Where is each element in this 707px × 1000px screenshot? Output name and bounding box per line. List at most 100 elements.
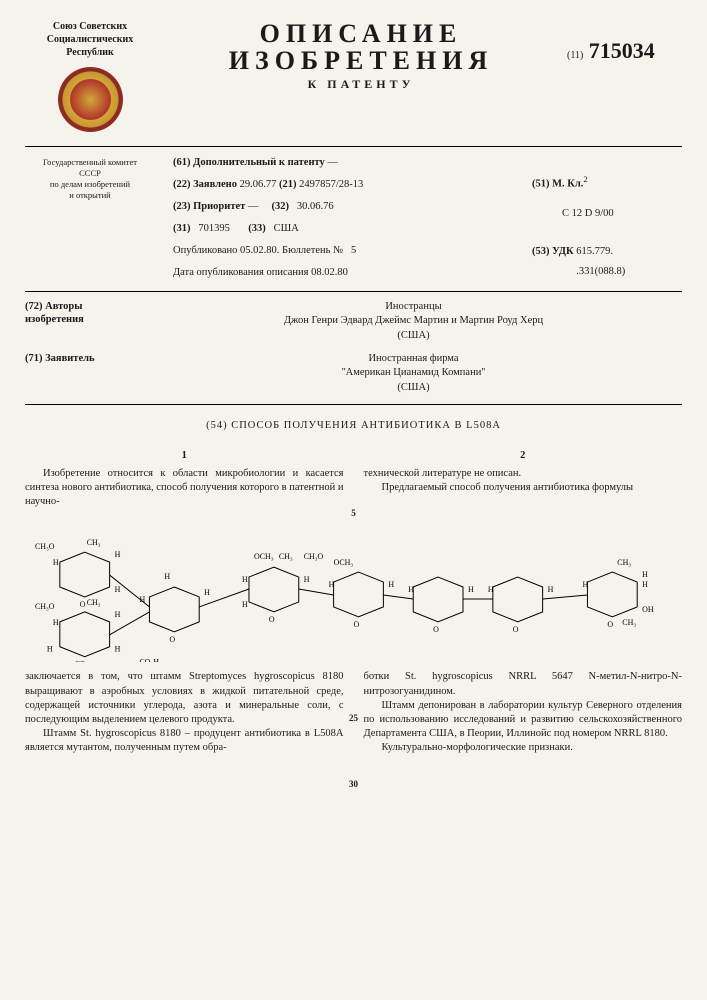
svg-text:H: H	[488, 585, 494, 594]
svg-text:H: H	[468, 585, 474, 594]
svg-text:O: O	[80, 600, 86, 609]
body-columns-bottom: заключается в том, что штамм Strepto­myc…	[25, 670, 682, 755]
para-5: ботки St. hygroscopicus NRRL 5647 N-мети…	[364, 670, 683, 698]
para-2b: Предлагаемый способ получения антибиотик…	[364, 481, 683, 495]
svg-text:O: O	[354, 620, 360, 629]
svg-text:CH₃: CH₃	[617, 559, 631, 568]
col1-num: 1	[25, 449, 344, 463]
svg-text:H: H	[115, 645, 121, 654]
para-6: Штамм депонирован в лаборатории культур …	[364, 699, 683, 742]
f51-sup: 2	[583, 174, 587, 184]
svg-text:CH₃: CH₃	[87, 539, 101, 548]
svg-text:H: H	[242, 575, 248, 584]
svg-text:O: O	[433, 625, 439, 634]
bull-num: 5	[351, 245, 356, 256]
svg-text:O: O	[80, 660, 86, 662]
svg-text:H: H	[642, 580, 648, 589]
f71-label: (71) Заявитель	[25, 352, 145, 396]
svg-text:H: H	[548, 585, 554, 594]
f72-country: (США)	[145, 329, 682, 344]
desc-label: Дата опубликования описания	[173, 267, 308, 278]
line-num-30: 30	[349, 778, 358, 790]
f53-label: (53) УДК	[532, 246, 574, 257]
svg-text:O: O	[269, 615, 275, 624]
f22-date: 29.06.77	[240, 179, 277, 190]
f51-label: (51) М. Кл.	[532, 179, 583, 190]
doc-number: 715034	[589, 38, 655, 63]
svg-text:O: O	[513, 625, 519, 634]
f53-val: 615.779. .331(088.8)	[576, 242, 625, 282]
svg-text:CH₃: CH₃	[279, 553, 293, 562]
chem-svg: CH₃OCH₃ HH HO CH₃OH CH₃H HO HC CO₂H HH H…	[25, 517, 682, 662]
f33-val: США	[274, 223, 299, 234]
center-header: ОПИСАНИЕ ИЗОБРЕТЕНИЯ К ПАТЕНТУ	[165, 20, 557, 92]
para-7: Культурально-морфологические признаки.	[364, 741, 683, 755]
f71-country: (США)	[145, 381, 682, 396]
f23-val: —	[248, 201, 259, 212]
para-4: Штамм St. hygroscopicus 8180 – про­дуцен…	[25, 727, 344, 755]
main-title: ОПИСАНИЕ ИЗОБРЕТЕНИЯ	[165, 20, 557, 75]
svg-text:CH₃: CH₃	[87, 598, 101, 607]
svg-text:CH₃: CH₃	[622, 618, 636, 627]
body-columns-top: 1 Изобретение относится к области микроб…	[25, 449, 682, 510]
para-3: заключается в том, что штамм Strepto­myc…	[25, 670, 344, 727]
svg-text:H: H	[115, 610, 121, 619]
doc-number-block: (11) 715034	[567, 20, 682, 64]
svg-text:H: H	[115, 551, 121, 560]
applicant-block: (71) Заявитель Иностранная фирма ''Амери…	[25, 352, 682, 396]
committee-text: Государственный комитет СССР по делам из…	[25, 157, 155, 201]
f72-pre: Иностранцы	[145, 300, 682, 315]
svg-text:H: H	[115, 585, 121, 594]
f71-name: ''Американ Цианамид Компани''	[145, 366, 682, 381]
svg-text:H: H	[47, 645, 53, 654]
chemical-structure: CH₃OCH₃ HH HO CH₃OH CH₃H HO HC CO₂H HH H…	[25, 517, 682, 662]
svg-text:H: H	[582, 580, 588, 589]
pub-label: Опубликовано	[173, 245, 237, 256]
f31-label: (31)	[173, 223, 191, 234]
para-2a: технической литературе не описан.	[364, 467, 683, 481]
divider	[25, 404, 682, 405]
authors-block: (72) Авторы изобретения Иностранцы Джон …	[25, 300, 682, 344]
svg-text:CO₂H: CO₂H	[139, 658, 159, 662]
divider	[25, 291, 682, 292]
svg-text:H: H	[53, 618, 59, 627]
svg-text:CH₃O: CH₃O	[304, 553, 324, 562]
para-1: Изобретение относится к области микробио…	[25, 467, 344, 510]
svg-text:CH₃O: CH₃O	[35, 543, 55, 552]
svg-text:O: O	[169, 635, 175, 644]
f61-label: (61) Дополнительный к патенту	[173, 157, 325, 168]
f51-val: C 12 D 9/00	[532, 204, 682, 224]
f32-val: 30.06.76	[297, 201, 334, 212]
f23-label: (23) Приоритет	[173, 201, 245, 212]
svg-text:OH: OH	[642, 605, 654, 614]
f33-label: (33)	[248, 223, 266, 234]
svg-text:O: O	[607, 620, 613, 629]
num-prefix: (11)	[567, 50, 583, 61]
svg-text:H: H	[53, 559, 59, 568]
f72-names: Джон Генри Эдвард Джеймс Мартин и Мартин…	[145, 314, 682, 329]
svg-text:H: H	[642, 570, 648, 579]
f71-pre: Иностранная фирма	[145, 352, 682, 367]
bull-label: Бюллетень №	[282, 245, 343, 256]
svg-text:H: H	[388, 580, 394, 589]
metadata-table: Государственный комитет СССР по делам из…	[25, 153, 682, 285]
svg-text:CH₃O: CH₃O	[35, 602, 55, 611]
svg-text:H: H	[164, 572, 170, 581]
ussr-emblem	[58, 67, 123, 132]
title-54: (54) СПОСОБ ПОЛУЧЕНИЯ АНТИБИОТИКА В L508…	[25, 420, 682, 431]
f72-label: (72) Авторы изобретения	[25, 300, 145, 344]
svg-text:H: H	[304, 575, 310, 584]
pub-date: 05.02.80.	[240, 245, 279, 256]
f31-val: 701395	[198, 223, 230, 234]
left-header: Союз Советских Социалистических Республи…	[25, 20, 155, 140]
svg-text:C: C	[75, 660, 80, 662]
svg-text:OCH₃: OCH₃	[254, 553, 274, 562]
svg-text:H: H	[139, 595, 145, 604]
svg-text:H: H	[408, 585, 414, 594]
subtitle: К ПАТЕНТУ	[165, 77, 557, 92]
f22-label: (22) Заявлено	[173, 179, 237, 190]
line-num-25: 25	[349, 712, 358, 724]
f21-label: (21)	[279, 179, 297, 190]
svg-text:H: H	[204, 588, 210, 597]
col2-num: 2	[364, 449, 683, 463]
